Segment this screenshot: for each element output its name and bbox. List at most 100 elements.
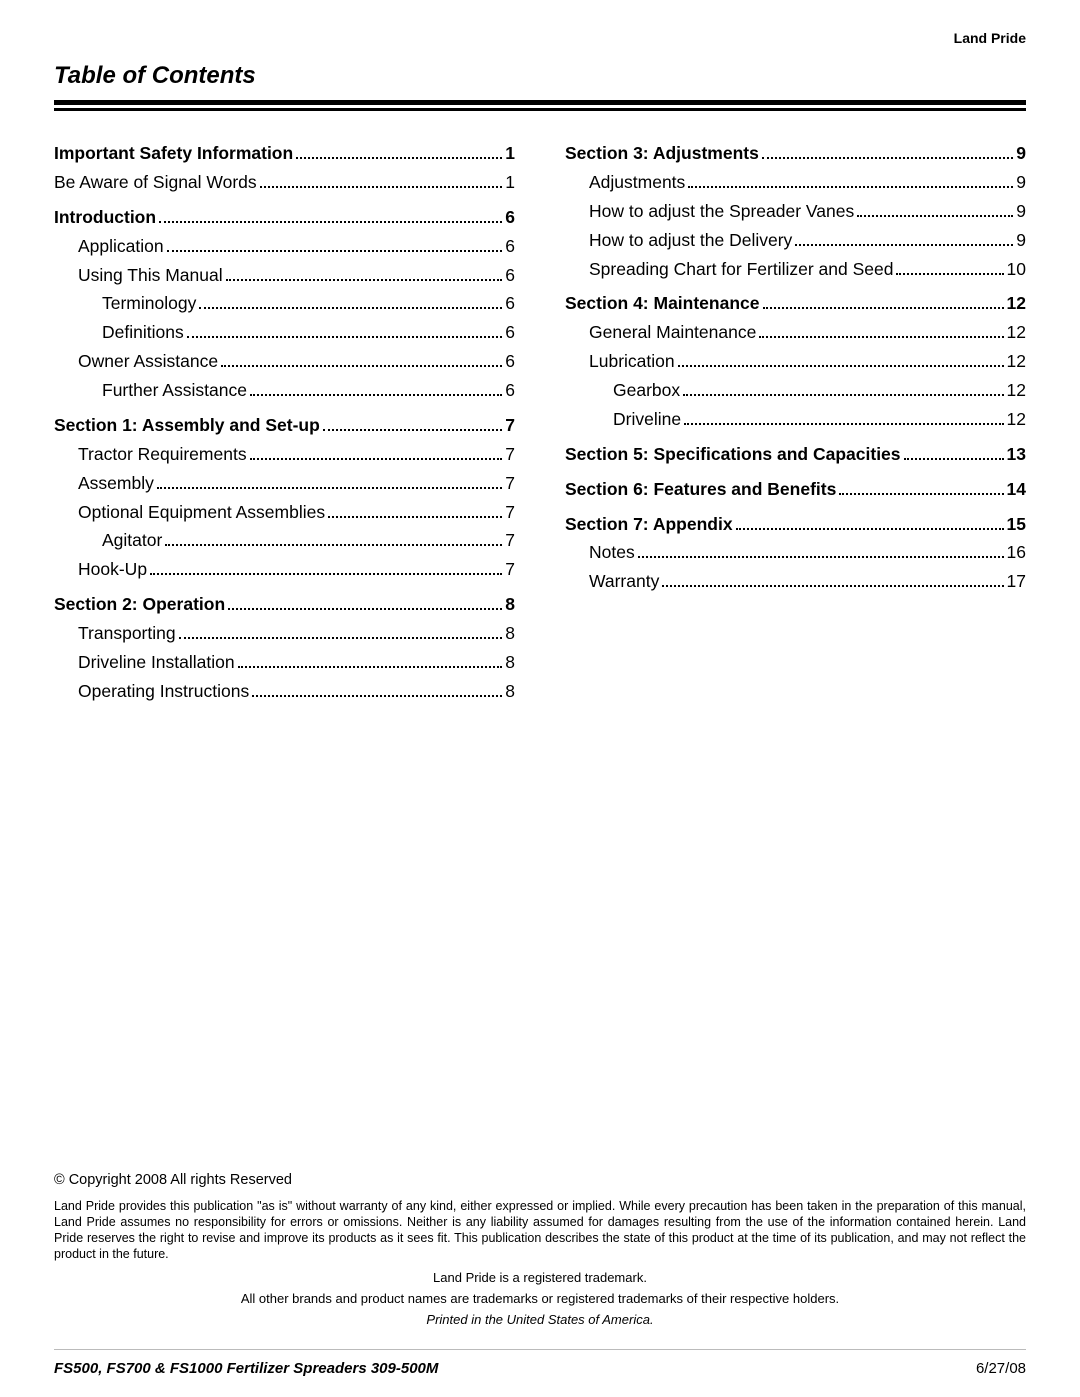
toc-entry: Section 2: Operation 8 — [54, 590, 515, 619]
toc-page: 9 — [1016, 168, 1026, 197]
toc-page: 9 — [1016, 197, 1026, 226]
toc-label: Assembly — [78, 469, 154, 498]
legal-paragraph: Land Pride provides this publication "as… — [54, 1198, 1026, 1262]
toc-label: Further Assistance — [102, 376, 247, 405]
toc-page: 9 — [1016, 139, 1026, 168]
toc-page: 6 — [505, 318, 515, 347]
toc-entry: Introduction6 — [54, 203, 515, 232]
toc-label: Section 3: Adjustments — [565, 139, 759, 168]
toc-page: 12 — [1007, 376, 1026, 405]
toc-entry: Notes 16 — [565, 538, 1026, 567]
page-footer: FS500, FS700 & FS1000 Fertilizer Spreade… — [54, 1349, 1026, 1377]
toc-page: 8 — [505, 619, 515, 648]
toc-entry: Further Assistance 6 — [54, 376, 515, 405]
copyright: © Copyright 2008 All rights Reserved — [54, 1172, 1026, 1188]
toc-dots — [795, 233, 1013, 245]
toc-entry: Spreading Chart for Fertilizer and Seed1… — [565, 255, 1026, 284]
toc-entry: Definitions 6 — [54, 318, 515, 347]
toc-label: Transporting — [78, 619, 176, 648]
toc-label: General Maintenance — [589, 318, 756, 347]
toc-dots — [904, 448, 1004, 460]
toc-entry: General Maintenance 12 — [565, 318, 1026, 347]
toc-page: 13 — [1007, 440, 1026, 469]
other-brands-note: All other brands and product names are t… — [54, 1291, 1026, 1306]
toc-dots — [260, 176, 503, 188]
toc-page: 8 — [505, 677, 515, 706]
toc-page: 12 — [1007, 318, 1026, 347]
toc-page: 8 — [505, 648, 515, 677]
toc-page: 17 — [1007, 567, 1026, 596]
toc-dots — [187, 326, 503, 338]
toc-entry: Section 6: Features and Benefits 14 — [565, 475, 1026, 504]
toc-column-left: Important Safety Information1Be Aware of… — [54, 139, 515, 706]
toc-page: 6 — [505, 376, 515, 405]
toc-dots — [763, 297, 1004, 309]
toc-entry: Be Aware of Signal Words1 — [54, 168, 515, 197]
toc-entry: Tractor Requirements7 — [54, 440, 515, 469]
toc-page: 15 — [1007, 510, 1026, 539]
toc-dots — [179, 627, 503, 639]
toc-page: 7 — [505, 498, 515, 527]
toc-dots — [839, 482, 1003, 494]
toc-page: 14 — [1007, 475, 1026, 504]
toc-page: 12 — [1007, 405, 1026, 434]
toc-label: How to adjust the Delivery — [589, 226, 792, 255]
toc-page: 9 — [1016, 226, 1026, 255]
toc-dots — [165, 534, 502, 546]
toc-entry: Operating Instructions 8 — [54, 677, 515, 706]
toc-label: Section 6: Features and Benefits — [565, 475, 836, 504]
toc-label: Warranty — [589, 567, 659, 596]
toc-label: Lubrication — [589, 347, 675, 376]
toc-dots — [221, 355, 502, 367]
toc-entry: Section 3: Adjustments 9 — [565, 139, 1026, 168]
toc-dots — [896, 262, 1003, 274]
toc-label: Section 1: Assembly and Set-up — [54, 411, 320, 440]
toc-dots — [736, 517, 1004, 529]
toc-entry: Adjustments 9 — [565, 168, 1026, 197]
toc-dots — [328, 505, 502, 517]
toc-dots — [252, 685, 502, 697]
toc-page: 10 — [1007, 255, 1026, 284]
toc-page: 6 — [505, 347, 515, 376]
toc-label: Operating Instructions — [78, 677, 249, 706]
toc-label: Adjustments — [589, 168, 685, 197]
toc-dots — [684, 413, 1003, 425]
toc-label: Section 2: Operation — [54, 590, 225, 619]
toc-page: 6 — [505, 232, 515, 261]
toc-entry: Hook-Up 7 — [54, 555, 515, 584]
toc-entry: Using This Manual6 — [54, 261, 515, 290]
toc-page: 16 — [1007, 538, 1026, 567]
toc-entry: Important Safety Information1 — [54, 139, 515, 168]
toc-label: Owner Assistance — [78, 347, 218, 376]
toc-label: Gearbox — [613, 376, 680, 405]
toc-dots — [857, 205, 1013, 217]
toc-entry: Owner Assistance 6 — [54, 347, 515, 376]
toc-label: Application — [78, 232, 164, 261]
toc-entry: Warranty 17 — [565, 567, 1026, 596]
toc-label: Hook-Up — [78, 555, 147, 584]
toc-page: 6 — [505, 261, 515, 290]
toc-dots — [228, 598, 502, 610]
toc-page: 7 — [505, 469, 515, 498]
toc-label: Section 4: Maintenance — [565, 289, 760, 318]
toc-label: Notes — [589, 538, 635, 567]
toc-page: 8 — [505, 590, 515, 619]
toc-label: Section 7: Appendix — [565, 510, 733, 539]
toc-dots — [226, 268, 503, 280]
toc-label: Driveline Installation — [78, 648, 235, 677]
toc-page: 12 — [1007, 289, 1026, 318]
printed-note: Printed in the United States of America. — [54, 1312, 1026, 1327]
toc-dots — [250, 448, 503, 460]
toc-label: Tractor Requirements — [78, 440, 247, 469]
toc-label: Definitions — [102, 318, 184, 347]
toc-label: Be Aware of Signal Words — [54, 168, 257, 197]
toc-page: 12 — [1007, 347, 1026, 376]
toc-entry: Gearbox 12 — [565, 376, 1026, 405]
toc-entry: Section 1: Assembly and Set-up7 — [54, 411, 515, 440]
toc-page: 7 — [505, 555, 515, 584]
toc-label: Agitator — [102, 526, 162, 555]
toc-dots — [638, 546, 1004, 558]
toc-label: Driveline — [613, 405, 681, 434]
toc-entry: Driveline Installation 8 — [54, 648, 515, 677]
doc-id: FS500, FS700 & FS1000 Fertilizer Spreade… — [54, 1360, 438, 1377]
